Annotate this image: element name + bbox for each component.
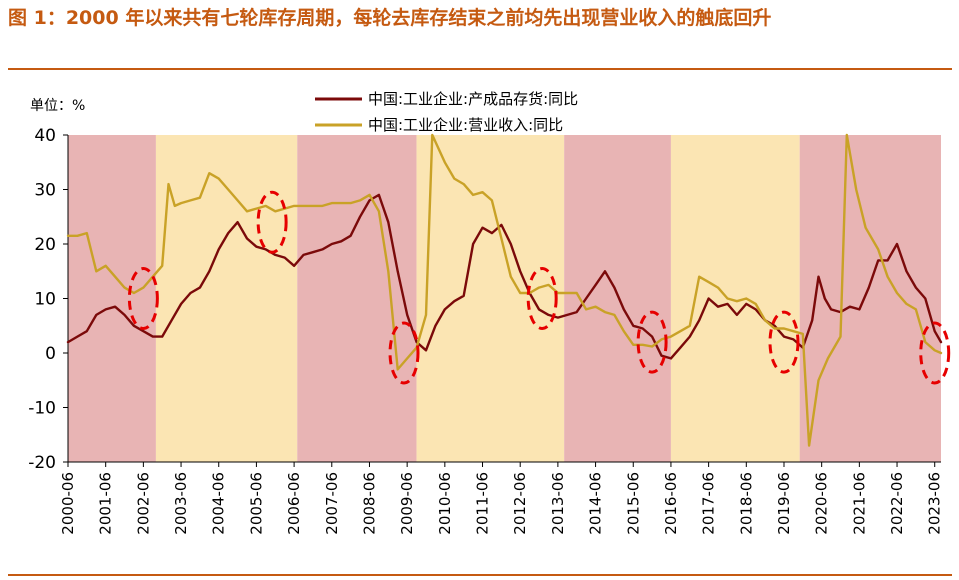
x-tick-label: 2006-06 (285, 472, 303, 535)
x-tick-label: 2018-06 (737, 472, 755, 535)
turning-point-marker-5 (636, 310, 668, 374)
x-tick-label: 2003-06 (172, 472, 190, 535)
x-tick-label: 2017-06 (700, 472, 718, 535)
unit-label: 单位：% (30, 98, 85, 114)
x-tick-label: 2009-06 (398, 472, 416, 535)
turning-point-marker-2 (256, 190, 288, 254)
legend-label-revenue: 中国:工业企业:营业收入:同比 (368, 116, 563, 134)
cycle-band-7 (799, 135, 941, 462)
y-tick-label: -10 (28, 399, 56, 419)
series-line-revenue (66, 133, 943, 447)
x-tick-label: 2007-06 (323, 472, 341, 535)
y-tick-label: 10 (34, 290, 56, 310)
turning-point-marker-4 (526, 267, 558, 330)
turning-point-marker-7 (919, 321, 951, 385)
y-tick-label: -20 (28, 453, 56, 473)
title-rule (8, 68, 952, 70)
x-tick-label: 2011-06 (474, 472, 492, 535)
x-tick-label: 2021-06 (850, 472, 868, 535)
cycle-band-3 (297, 135, 417, 462)
x-tick-label: 2001-06 (97, 472, 115, 535)
y-tick-label: 40 (34, 126, 56, 146)
x-tick-label: 2002-06 (134, 472, 152, 535)
x-tick-label: 2016-06 (662, 472, 680, 535)
x-tick-label: 2022-06 (888, 472, 906, 535)
x-tick-label: 2000-06 (59, 472, 77, 535)
x-tick-label: 2010-06 (436, 472, 454, 535)
cycle-band-1 (68, 135, 156, 462)
cycle-band-6 (670, 135, 800, 462)
x-tick-label: 2004-06 (210, 472, 228, 535)
bottom-rule (8, 574, 952, 576)
figure-title: 图 1：2000 年以来共有七轮库存周期，每轮去库存结束之前均先出现营业收入的触… (8, 7, 772, 29)
turning-point-marker-6 (768, 310, 800, 374)
cycle-band-4 (416, 135, 565, 462)
x-tick-label: 2015-06 (624, 472, 642, 535)
series-line-inventory (66, 193, 943, 360)
x-tick-label: 2020-06 (813, 472, 831, 535)
chart-legend: 中国:工业企业:产成品存货:同比 中国:工业企业:营业收入:同比 (315, 90, 578, 134)
cycle-bands (68, 135, 941, 462)
x-tick-label: 2014-06 (587, 472, 605, 535)
y-tick-label: 0 (45, 344, 56, 364)
chart-series (66, 133, 943, 447)
turning-point-marker-3 (388, 321, 420, 385)
legend-label-inventory: 中国:工业企业:产成品存货:同比 (368, 90, 578, 108)
x-tick-label: 2013-06 (549, 472, 567, 535)
x-tick-label: 2008-06 (360, 472, 378, 535)
x-tick-label: 2019-06 (775, 472, 793, 535)
turning-point-marker-1 (127, 267, 159, 330)
y-tick-label: 30 (34, 181, 56, 201)
cycle-band-5 (564, 135, 671, 462)
turning-point-markers (127, 190, 951, 385)
x-tick-label: 2012-06 (511, 472, 529, 535)
y-tick-label: 20 (34, 235, 56, 255)
x-tick-label: 2023-06 (926, 472, 944, 535)
cycle-band-2 (155, 135, 298, 462)
x-tick-label: 2005-06 (247, 472, 265, 535)
